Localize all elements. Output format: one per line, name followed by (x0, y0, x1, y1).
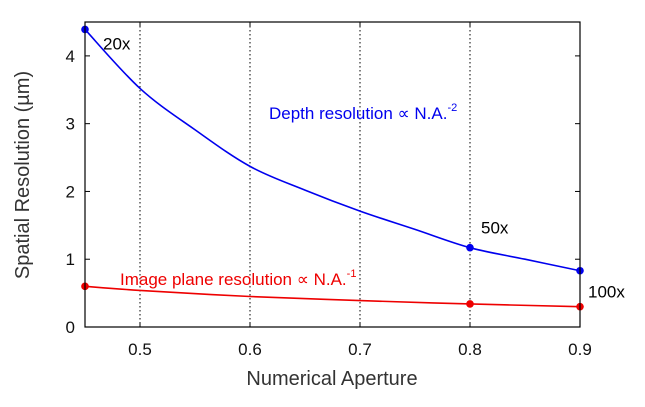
x-tick-label-0.9: 0.9 (568, 340, 592, 359)
series-annotation-0: Depth resolution ∝ N.A.-2 (269, 102, 457, 123)
magnification-label-100x: 100x (588, 283, 625, 302)
annotations: 20x 50x 100x Depth resolution ∝ N.A.-2 Image… (103, 34, 625, 301)
y-axis-label: Spatial Resolution (µm) (12, 71, 34, 279)
x-tick-label-0.5: 0.5 (128, 340, 152, 359)
series-line-1 (84, 285, 581, 308)
x-axis-label: Numerical Aperture (246, 368, 417, 390)
magnification-label-20x: 20x (103, 34, 131, 53)
y-tick-label-2: 2 (66, 182, 75, 201)
plot-frame (84, 21, 581, 328)
series-line-0 (84, 28, 581, 272)
x-tick-label-0.6: 0.6 (238, 340, 262, 359)
x-tick-label-0.8: 0.8 (458, 340, 482, 359)
data-point-s1-1 (466, 300, 474, 308)
plot-area (85, 22, 580, 327)
y-tick-label-1: 1 (66, 250, 75, 269)
y-tick-label-0: 0 (66, 318, 75, 337)
y-tick-label-4: 4 (66, 47, 75, 66)
magnification-label-50x: 50x (481, 219, 509, 238)
series-layer (81, 25, 584, 311)
data-point-s0-1 (466, 243, 474, 252)
x-tick-label-0.7: 0.7 (348, 340, 372, 359)
grid (139, 22, 471, 327)
ticks: 0.5 0.6 0.7 0.8 0.9 0 1 2 3 4 (66, 22, 592, 359)
series-annotation-1: Image plane resolution ∝ N.A.-1 (120, 268, 356, 289)
y-tick-label-3: 3 (66, 115, 75, 134)
